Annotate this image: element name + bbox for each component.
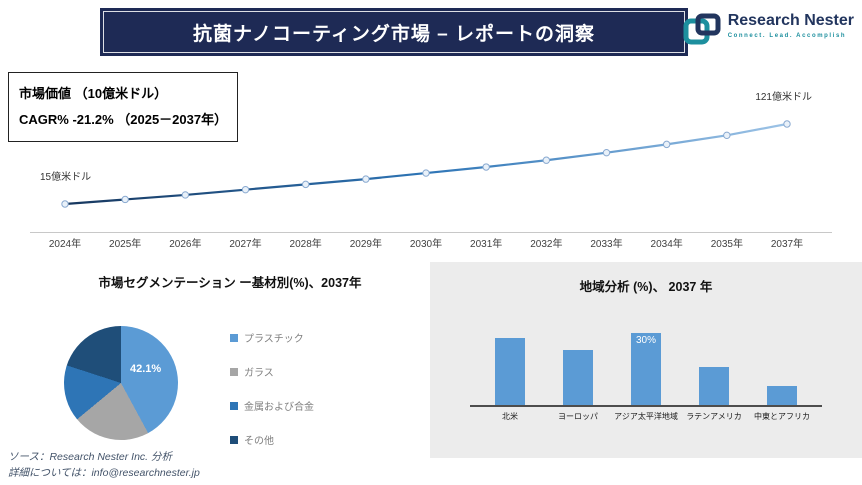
x-axis-label: 2037年 bbox=[771, 237, 803, 250]
source-line: ソース：Research Nester Inc. 分析 bbox=[8, 451, 173, 463]
legend-swatch bbox=[230, 333, 238, 342]
x-axis-label: 2030年 bbox=[410, 237, 442, 250]
x-axis-label: 2026年 bbox=[169, 237, 201, 250]
data-point-marker bbox=[542, 156, 551, 164]
region-bar bbox=[563, 349, 593, 405]
legend-swatch bbox=[230, 367, 238, 376]
region-bar bbox=[699, 366, 729, 405]
market-value-line-chart: 2024年 2025年 2026年 2027年 2028年 2029年 2030年 2031年… bbox=[30, 90, 832, 250]
data-point-marker bbox=[422, 169, 430, 177]
bar-chart-category-labels: 北米 ヨーロッパ アジア太平洋地域 ラテンアメリカ 中東とアフリカ bbox=[430, 411, 862, 422]
segmentation-title: 市場セグメンテーション ー基材別(%)、2037年 bbox=[98, 276, 362, 290]
data-point-marker bbox=[181, 191, 190, 199]
data-point-marker bbox=[301, 180, 310, 189]
x-axis-label: 2031年 bbox=[470, 237, 502, 250]
bar-item bbox=[748, 385, 816, 405]
bar-chart-axis-line bbox=[470, 405, 822, 407]
bar-category-label: ヨーロッパ bbox=[558, 412, 598, 421]
legend-label: 金属および合金 bbox=[244, 402, 314, 413]
pie-legend: プラスチック ガラス金属および合金 その他 bbox=[230, 330, 314, 447]
bar-item bbox=[680, 366, 748, 405]
data-point-marker bbox=[241, 185, 250, 194]
x-axis-label: 2025年 bbox=[109, 237, 141, 250]
contact-line: 詳細については：info@researchnester.jp bbox=[8, 467, 200, 480]
logo-name: Research Nester bbox=[727, 12, 854, 29]
market-value-info-box: 市場価値 （10億米ドル） CAGR% -21.2% （2025－2037年） bbox=[8, 72, 239, 142]
end-value-label: 121億米ドル bbox=[755, 90, 812, 103]
legend-item: 金属および合金 bbox=[230, 398, 314, 413]
data-point-marker bbox=[362, 175, 370, 183]
legend-item: その他 bbox=[230, 432, 314, 447]
bar-category-label: アジア太平洋地域 bbox=[614, 412, 678, 421]
data-point-marker bbox=[121, 195, 129, 204]
bar-data-label: 30% bbox=[635, 335, 656, 346]
report-title-bar: 抗菌ナノコーティング市場 – レポートの洞察 bbox=[100, 8, 688, 56]
legend-item: プラスチック bbox=[230, 330, 314, 345]
logo-tagline: Connect. Lead. Accomplish bbox=[727, 32, 847, 39]
x-axis-label: 2029年 bbox=[350, 237, 382, 250]
pie-data-label: 42.1% bbox=[130, 363, 162, 375]
data-point-marker bbox=[602, 148, 611, 157]
x-axis-label: 2024年 bbox=[49, 237, 81, 250]
cagr-label: CAGR% -21.2% （2025－2037年） bbox=[19, 112, 228, 127]
data-point-marker bbox=[61, 200, 69, 208]
x-axis-label: 2034年 bbox=[651, 237, 683, 250]
x-axis-label: 2028年 bbox=[290, 237, 322, 250]
logo-text: Research Nester Connect. Lead. Accomplis… bbox=[728, 12, 854, 39]
source-note: ソース：Research Nester Inc. 分析 詳細については：info… bbox=[8, 449, 200, 482]
bar-category-label: ラテンアメリカ bbox=[686, 412, 742, 421]
legend-swatch bbox=[230, 435, 238, 444]
data-point-marker bbox=[482, 163, 490, 171]
bar-category-label: 北米 bbox=[502, 412, 518, 421]
region-analysis-panel: 地域分析 (%)、 2037 年 30% 北米 ヨーロッパ アジア太平洋地域 ラテンア… bbox=[430, 262, 862, 458]
bar-category-label: 中東とアフリカ bbox=[754, 412, 810, 421]
x-axis-label: 2035年 bbox=[711, 237, 743, 250]
bar-item: 30% bbox=[612, 333, 680, 405]
segmentation-pie-chart bbox=[64, 326, 178, 440]
research-nester-logo-icon bbox=[683, 13, 721, 45]
bar-item bbox=[544, 349, 612, 405]
page-title: 抗菌ナノコーティング市場 – レポートの洞察 bbox=[192, 23, 596, 45]
region-bar-chart: 30% bbox=[430, 301, 862, 405]
x-axis-label: 2033年 bbox=[590, 237, 622, 250]
region-bar bbox=[767, 385, 797, 405]
legend-label: ガラス bbox=[244, 368, 274, 379]
region-bar bbox=[495, 337, 525, 405]
data-point-marker bbox=[662, 140, 671, 149]
legend-item: ガラス bbox=[230, 364, 314, 379]
data-point-marker bbox=[723, 131, 731, 140]
report-title-bar-inner: 抗菌ナノコーティング市場 – レポートの洞察 bbox=[103, 11, 685, 53]
region-bar: 30% bbox=[631, 333, 661, 405]
x-axis-label: 2032年 bbox=[530, 237, 562, 250]
market-value-line bbox=[64, 122, 788, 206]
legend-label: プラスチック bbox=[244, 334, 304, 345]
start-value-label: 15億米ドル bbox=[40, 170, 91, 183]
legend-swatch bbox=[230, 401, 238, 410]
bar-item bbox=[476, 337, 544, 405]
x-axis-label: 2027年 bbox=[229, 237, 261, 250]
legend-label: その他 bbox=[244, 436, 274, 447]
research-nester-logo: Research Nester Connect. Lead. Accomplis… bbox=[682, 12, 854, 46]
data-point-marker bbox=[783, 120, 791, 128]
region-analysis-title: 地域分析 (%)、 2037 年 bbox=[579, 280, 713, 294]
market-value-label: 市場価値 （10億米ドル） bbox=[19, 86, 168, 101]
